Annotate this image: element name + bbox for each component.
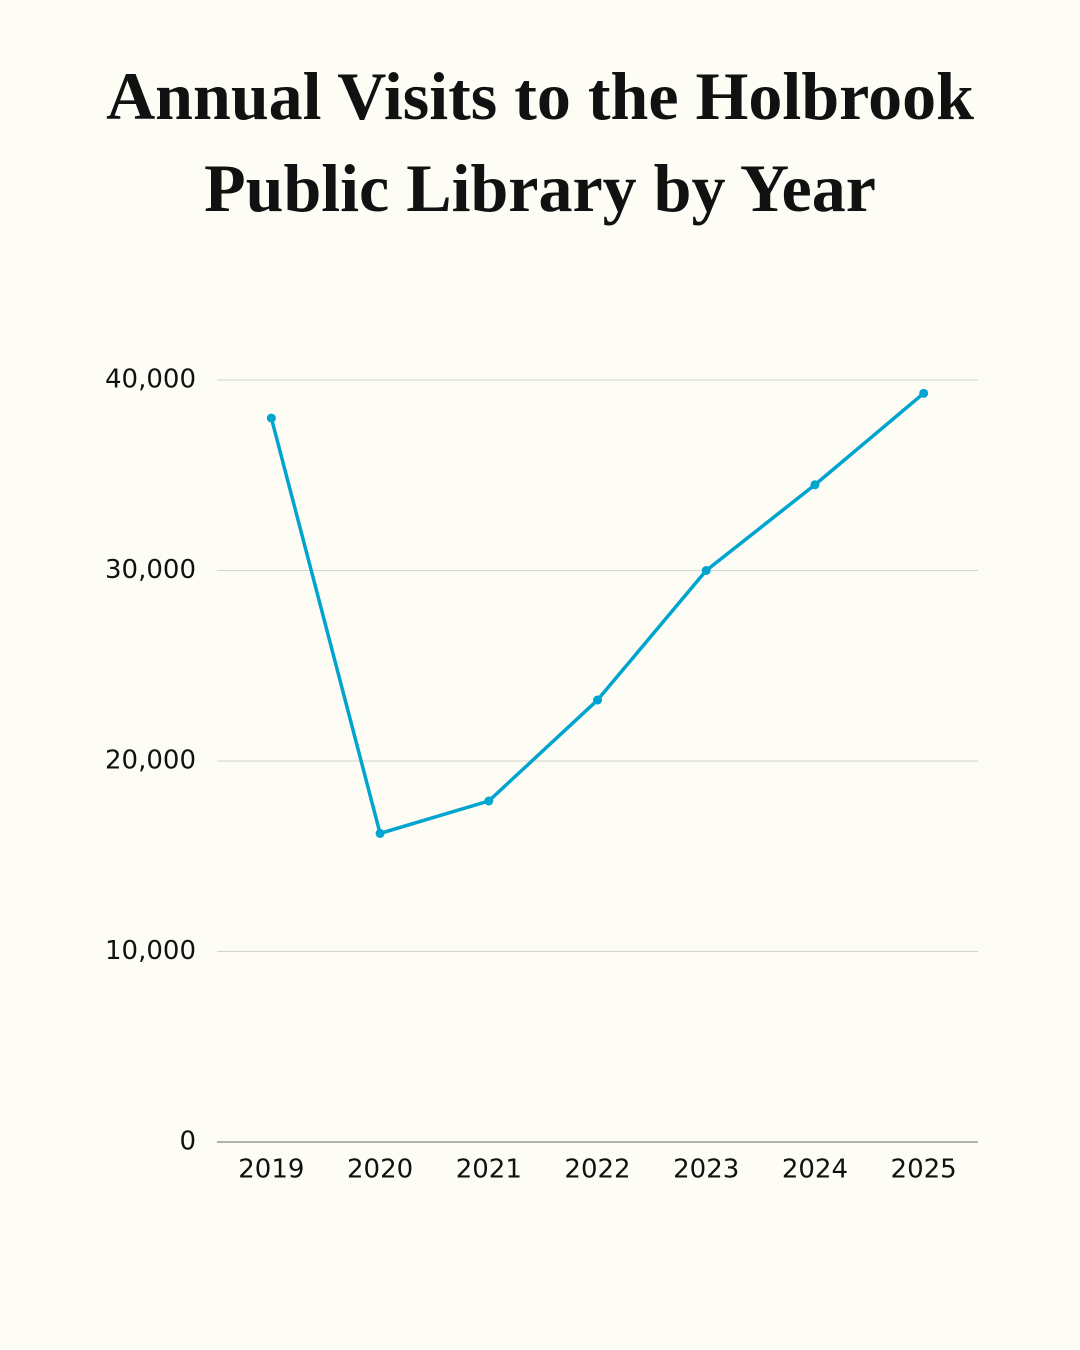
point (593, 695, 602, 705)
chart-title: Annual Visits to the Holbrook Public Lib… (106, 58, 974, 226)
point (266, 413, 276, 423)
y-tick-label: 30,000 (105, 555, 196, 585)
x-tick-label: 2022 (564, 1155, 630, 1185)
x-tick-label: 2025 (891, 1155, 957, 1185)
point (701, 566, 711, 575)
point (375, 828, 385, 838)
x-tick-label: 2019 (238, 1155, 304, 1185)
x-tick-label: 2024 (782, 1155, 848, 1185)
y-tick-label: 0 (179, 1127, 196, 1157)
x-tick-label: 2020 (347, 1155, 413, 1185)
point (484, 796, 494, 806)
y-tick-label: 10,000 (105, 936, 196, 966)
y-tick-label: 40,000 (105, 365, 196, 395)
point (810, 480, 820, 490)
line (269, 391, 925, 836)
y-tick-label: 20,000 (105, 746, 196, 776)
x-tick-label: 2021 (456, 1155, 522, 1185)
x-tick-label: 2023 (673, 1155, 739, 1185)
point (919, 388, 929, 398)
